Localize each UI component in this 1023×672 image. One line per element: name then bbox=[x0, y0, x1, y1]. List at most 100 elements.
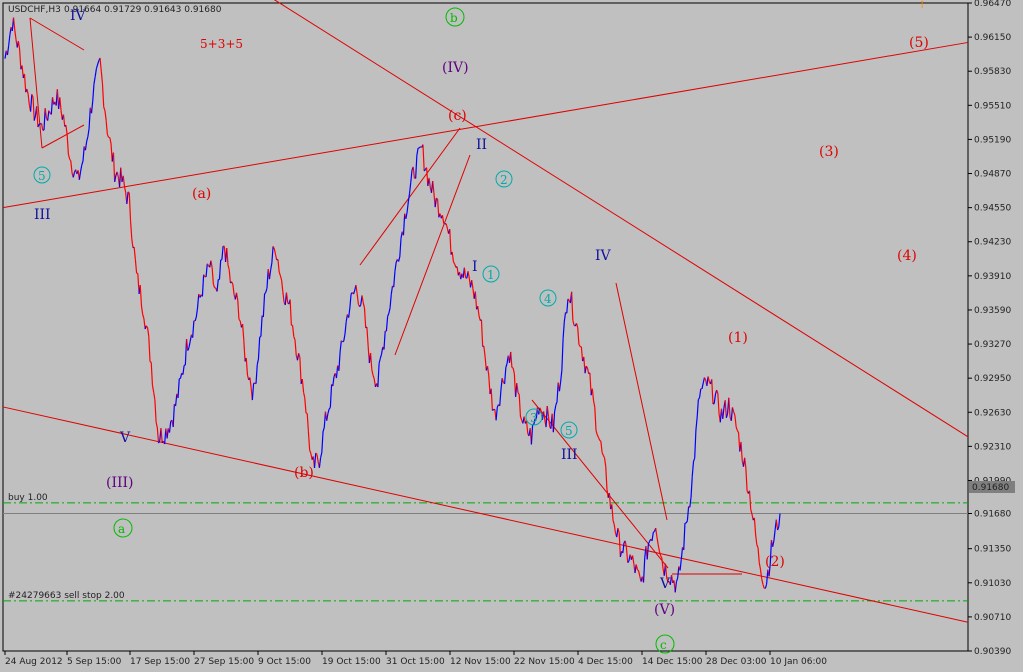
price-segment bbox=[545, 405, 548, 428]
price-segment bbox=[145, 325, 149, 329]
price-segment bbox=[664, 563, 668, 578]
y-tick-label: 0.94870 bbox=[974, 170, 1011, 180]
x-tick-label: 24 Aug 2012 bbox=[5, 657, 63, 667]
price-segment bbox=[533, 418, 536, 425]
price-segment bbox=[707, 376, 710, 382]
price-segment bbox=[761, 578, 764, 585]
price-segment bbox=[572, 320, 575, 326]
price-segment bbox=[243, 340, 246, 362]
price-segment bbox=[428, 177, 431, 188]
price-segment bbox=[657, 544, 660, 552]
price-segment bbox=[40, 123, 44, 131]
price-segment bbox=[302, 392, 306, 398]
price-segment bbox=[205, 263, 208, 277]
price-segment bbox=[454, 263, 457, 268]
price-segment bbox=[778, 513, 781, 527]
circle-5-left bbox=[33, 166, 51, 184]
price-segment bbox=[748, 490, 752, 510]
price-segment bbox=[685, 520, 688, 524]
label-II: II bbox=[476, 137, 487, 153]
plot-area bbox=[2, 2, 969, 652]
price-segment bbox=[768, 563, 771, 577]
price-segment bbox=[744, 457, 747, 469]
label-wave-5: (5) bbox=[909, 35, 929, 51]
price-segment bbox=[203, 274, 206, 277]
price-segment bbox=[546, 405, 550, 417]
price-segment bbox=[758, 562, 762, 570]
price-segment bbox=[398, 256, 401, 262]
price-segment bbox=[619, 551, 623, 557]
price-segment bbox=[745, 468, 748, 492]
price-segment bbox=[321, 431, 324, 453]
price-segment bbox=[500, 378, 503, 391]
price-segment bbox=[591, 388, 595, 401]
label-IV-mid: IV bbox=[595, 248, 612, 264]
x-tick-label: 10 Jan 06:00 bbox=[770, 657, 827, 667]
price-segment bbox=[716, 389, 719, 394]
price-segment bbox=[299, 357, 302, 384]
price-segment bbox=[772, 540, 775, 547]
price-segment bbox=[48, 110, 51, 114]
price-segment bbox=[366, 326, 369, 346]
price-segment bbox=[735, 426, 738, 431]
price-segment bbox=[600, 441, 603, 453]
price-segment bbox=[270, 262, 273, 271]
circle-2 bbox=[495, 170, 513, 188]
price-segment bbox=[206, 263, 209, 266]
y-tick-label: 0.91680 bbox=[974, 510, 1011, 520]
price-segment bbox=[627, 560, 630, 564]
price-segment bbox=[753, 517, 757, 536]
label-wave-4: (4) bbox=[897, 248, 917, 264]
price-segment bbox=[683, 523, 686, 550]
price-segment bbox=[231, 281, 234, 285]
price-segment bbox=[518, 394, 522, 417]
price-segment bbox=[179, 372, 183, 379]
price-segment bbox=[112, 152, 116, 182]
label-wave-2: (2) bbox=[765, 554, 785, 570]
price-segment bbox=[492, 409, 495, 411]
price-segment bbox=[690, 476, 693, 498]
price-segment bbox=[109, 137, 112, 144]
price-segment bbox=[93, 76, 96, 85]
wave-channel-lines bbox=[29, 17, 742, 575]
price-segment bbox=[499, 389, 502, 406]
price-segment bbox=[471, 280, 474, 289]
price-segment bbox=[638, 570, 641, 577]
price-segment bbox=[597, 437, 601, 441]
price-segment bbox=[751, 513, 754, 521]
label-V-left: V bbox=[119, 430, 131, 446]
price-segment bbox=[44, 108, 48, 119]
price-segment bbox=[750, 509, 753, 515]
price-segment bbox=[692, 457, 696, 462]
label-III-left: III bbox=[34, 207, 51, 223]
price-segment bbox=[412, 166, 416, 179]
circle-5 bbox=[560, 421, 578, 439]
price-segment bbox=[340, 340, 343, 343]
price-segment bbox=[114, 175, 117, 182]
price-segment bbox=[390, 285, 394, 295]
price-segment bbox=[100, 71, 104, 84]
y-tick-label: 0.92310 bbox=[974, 442, 1011, 452]
price-segment bbox=[105, 120, 108, 135]
price-segment bbox=[480, 319, 484, 347]
price-segment bbox=[756, 544, 759, 549]
price-segment bbox=[434, 197, 437, 208]
price-segment bbox=[547, 416, 551, 427]
price-segment bbox=[596, 434, 599, 438]
price-segment bbox=[78, 171, 82, 180]
price-segment bbox=[558, 381, 562, 392]
y-tick-label: 0.90710 bbox=[974, 613, 1011, 623]
price-segment bbox=[309, 449, 312, 454]
price-segment bbox=[259, 335, 262, 338]
x-tick-label: 14 Dec 15:00 bbox=[642, 657, 703, 667]
y-tick-label: 0.95510 bbox=[974, 101, 1011, 111]
price-segment bbox=[369, 353, 373, 370]
price-segment bbox=[625, 547, 629, 563]
price-segment bbox=[580, 346, 584, 362]
price-segment bbox=[602, 455, 606, 459]
price-segment bbox=[307, 431, 311, 451]
price-segment bbox=[37, 124, 40, 128]
y-tick-label: 0.96470 bbox=[974, 0, 1011, 9]
price-segment bbox=[146, 327, 150, 337]
x-tick-label: 4 Dec 15:00 bbox=[578, 657, 633, 667]
